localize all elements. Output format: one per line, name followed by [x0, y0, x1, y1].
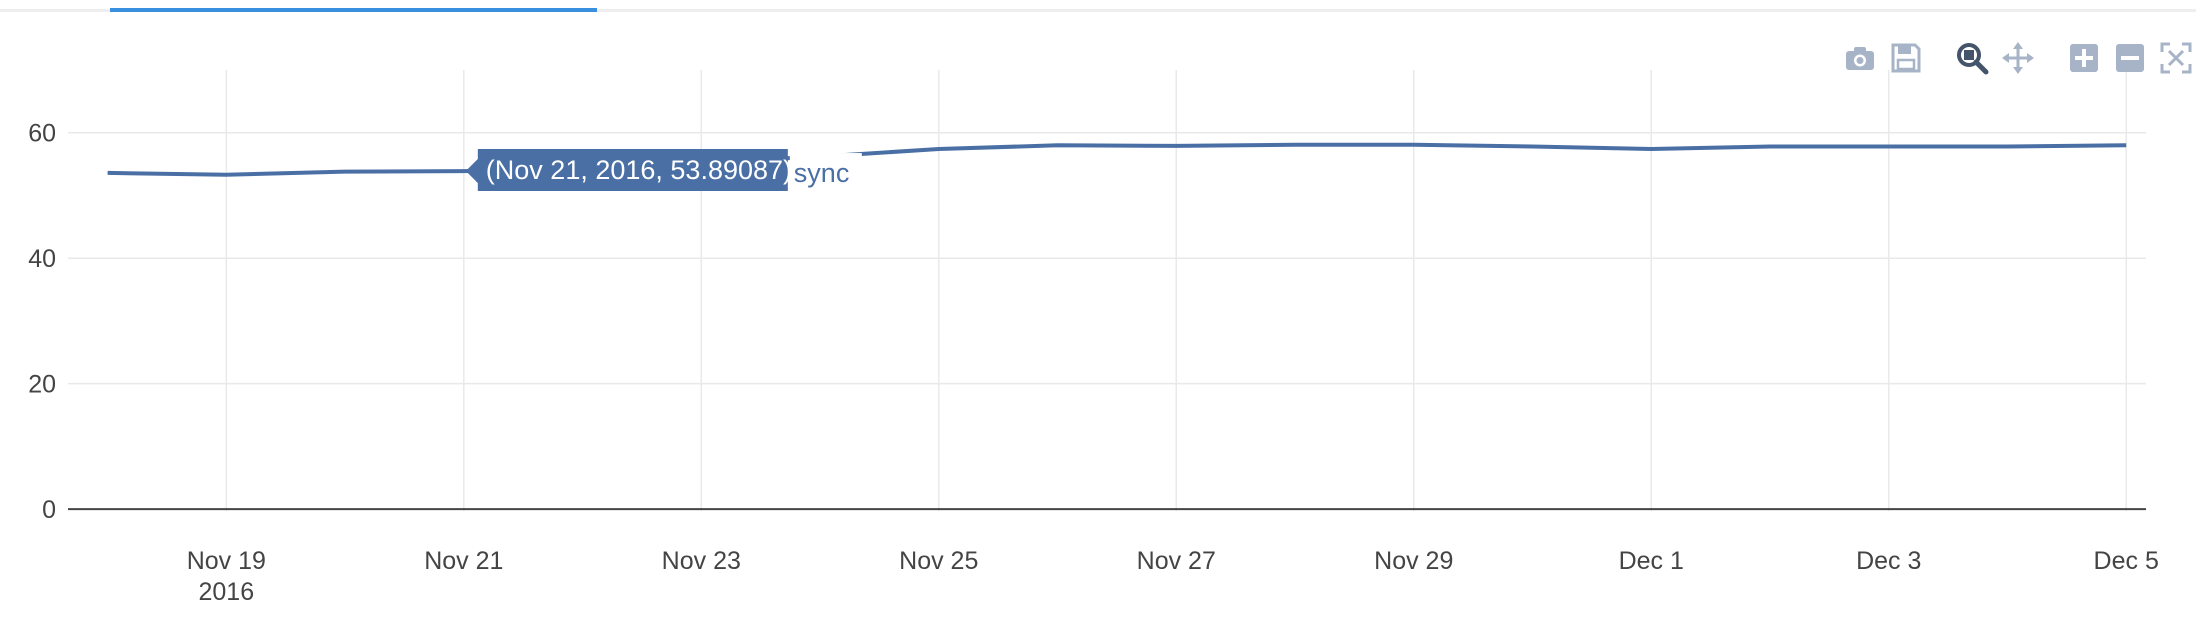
y-tick-label: 40: [28, 245, 56, 273]
x-tick-label: Nov 25: [899, 547, 978, 575]
hover-series-name: sync: [794, 158, 850, 188]
y-tick-label: 0: [42, 496, 56, 524]
camera-icon[interactable]: [1840, 38, 1880, 78]
x-tick-year-label: 2016: [199, 578, 255, 606]
series-group: [107, 142, 2127, 177]
zoom-in-icon[interactable]: [2064, 38, 2104, 78]
series-line-sync: [107, 142, 2127, 177]
y-tick-label: 60: [28, 120, 56, 148]
x-tick-label: Nov 19: [187, 547, 266, 575]
pan-icon[interactable]: [1998, 38, 2038, 78]
tab-bar: [0, 0, 2196, 14]
save-icon[interactable]: [1886, 38, 1926, 78]
x-tick-label: Dec 3: [1856, 547, 1921, 575]
y-gridlines: [68, 131, 2146, 385]
tab-bar-rule: [0, 9, 2196, 12]
y-tick-label: 20: [28, 371, 56, 399]
hover-name-bg: [789, 153, 862, 190]
zoom-out-icon[interactable]: [2110, 38, 2150, 78]
x-tick-label: Nov 27: [1137, 547, 1216, 575]
active-tab-indicator[interactable]: [110, 8, 597, 12]
x-tick-label: Dec 5: [2094, 547, 2159, 575]
hover-box: [465, 149, 788, 192]
y-axis-tick-labels: 0 20 40 60: [28, 120, 56, 524]
x-tick-label: Nov 21: [424, 547, 503, 575]
chart-modebar: [1834, 38, 2196, 78]
hover-value-text: (Nov 21, 2016, 53.89087): [486, 155, 792, 185]
x-axis-tick-labels: Nov 19 Nov 21 Nov 23 Nov 25 Nov 27 Nov 29 Dec …: [187, 547, 2159, 606]
x-tick-label: Nov 29: [1374, 547, 1453, 575]
autoscale-icon[interactable]: [2156, 38, 2196, 78]
zoom-icon[interactable]: [1952, 38, 1992, 78]
x-tick-label: Nov 23: [662, 547, 741, 575]
hover-label: (Nov 21, 2016, 53.89087) sync: [465, 149, 862, 192]
x-gridlines: [225, 70, 2127, 511]
x-tick-label: Dec 1: [1619, 547, 1684, 575]
